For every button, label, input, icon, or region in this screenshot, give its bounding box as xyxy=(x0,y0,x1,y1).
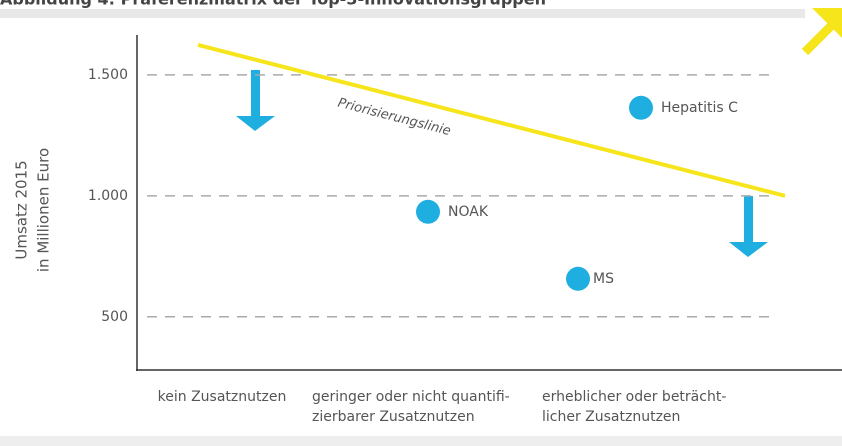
point-label: NOAK xyxy=(448,204,489,220)
x-tick-label: licher Zusatznutzen xyxy=(542,409,680,425)
x-tick-label: geringer oder nicht quantifi- xyxy=(312,389,510,405)
priority-line-label: Priorisierungslinie xyxy=(336,96,452,139)
chart-title: Abbildung 4: Präferenzmatrix der Top-3-I… xyxy=(0,0,546,9)
down-arrow xyxy=(729,196,768,257)
corner-arrow xyxy=(801,8,842,56)
y-tick-label: 500 xyxy=(101,309,128,325)
x-tick-label: kein Zusatznutzen xyxy=(158,389,287,405)
point xyxy=(629,95,653,120)
point-label: MS xyxy=(593,271,614,287)
y-axis-label: Umsatz 2015 xyxy=(13,160,31,259)
point xyxy=(416,199,440,224)
x-tick-label: zierbarer Zusatznutzen xyxy=(312,409,475,425)
down-arrow xyxy=(236,70,275,131)
priority-line xyxy=(197,42,786,198)
y-tick-label: 1.000 xyxy=(88,188,128,204)
point-label: Hepatitis C xyxy=(661,100,738,116)
footer-bar xyxy=(0,436,842,446)
y-tick-label: 1.500 xyxy=(88,67,128,83)
x-tick-label: erheblicher oder beträcht- xyxy=(542,389,726,405)
title-bar xyxy=(0,9,805,18)
point xyxy=(566,266,590,291)
y-axis-label: in Millionen Euro xyxy=(35,148,53,272)
